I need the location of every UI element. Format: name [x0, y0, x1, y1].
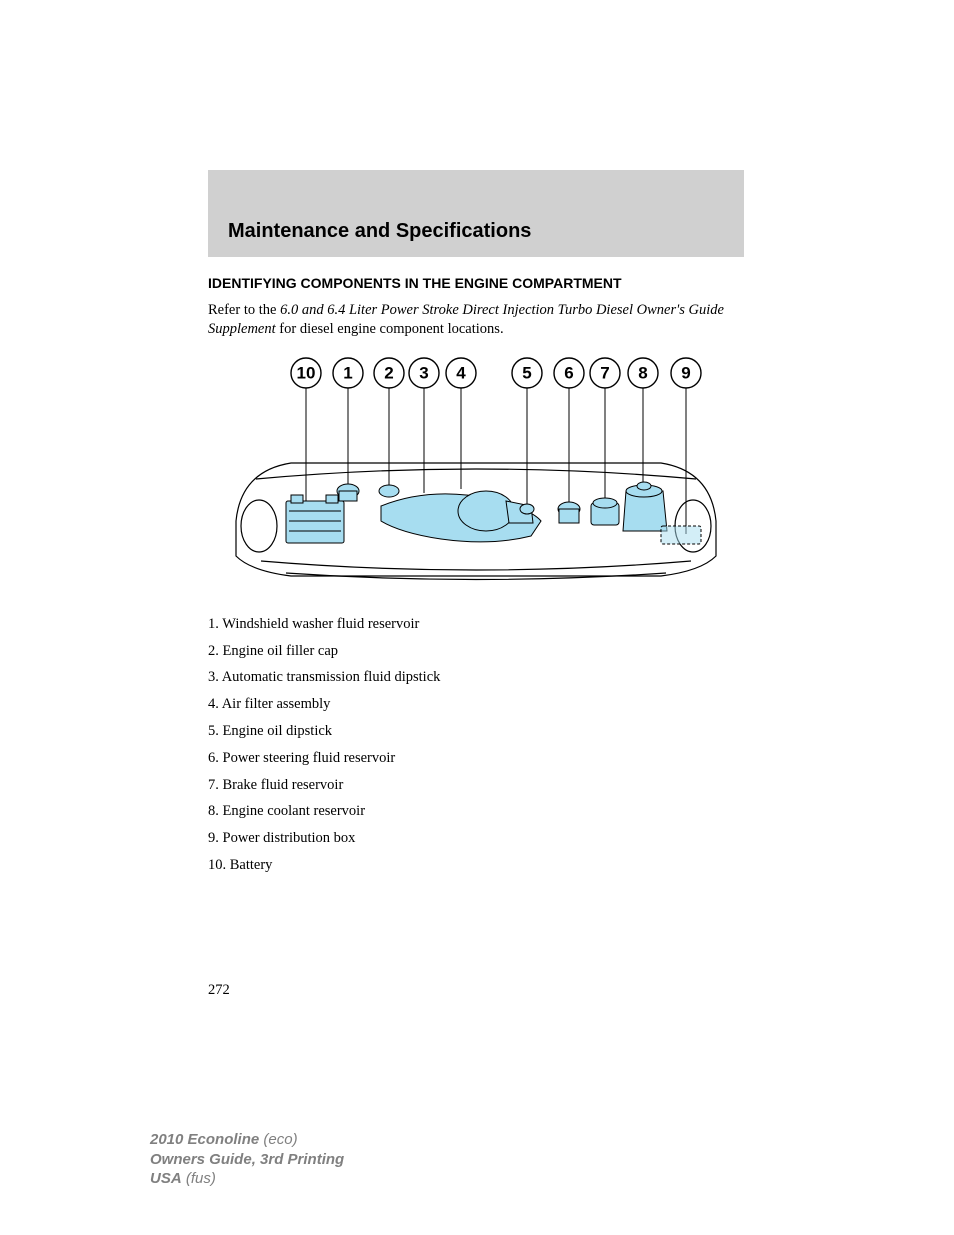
- svg-text:4: 4: [456, 363, 466, 382]
- footer-fus: (fus): [182, 1170, 216, 1187]
- component-item: 2. Engine oil filler cap: [208, 638, 744, 665]
- footer-block: 2010 Econoline (eco) Owners Guide, 3rd P…: [150, 1130, 344, 1189]
- svg-text:5: 5: [522, 363, 531, 382]
- component-item: 3. Automatic transmission fluid dipstick: [208, 664, 744, 691]
- section-subheading: IDENTIFYING COMPONENTS IN THE ENGINE COM…: [208, 275, 744, 291]
- chapter-header-band: Maintenance and Specifications: [208, 170, 744, 257]
- footer-eco: (eco): [259, 1131, 297, 1148]
- svg-text:2: 2: [384, 363, 393, 382]
- footer-line-3: USA (fus): [150, 1169, 344, 1189]
- footer-model: 2010 Econoline: [150, 1131, 259, 1148]
- component-item: 4. Air filter assembly: [208, 691, 744, 718]
- svg-text:3: 3: [419, 363, 428, 382]
- footer-region: USA: [150, 1170, 182, 1187]
- intro-paragraph: Refer to the 6.0 and 6.4 Liter Power Str…: [208, 301, 744, 339]
- component-item: 1. Windshield washer fluid reservoir: [208, 611, 744, 638]
- svg-text:10: 10: [297, 363, 316, 382]
- page-number: 272: [208, 982, 230, 999]
- footer-line-1: 2010 Econoline (eco): [150, 1130, 344, 1150]
- component-list: 1. Windshield washer fluid reservoir2. E…: [208, 611, 744, 879]
- svg-text:8: 8: [638, 363, 647, 382]
- page-content: Maintenance and Specifications IDENTIFYI…: [208, 170, 744, 879]
- footer-line-2: Owners Guide, 3rd Printing: [150, 1150, 344, 1170]
- component-item: 8. Engine coolant reservoir: [208, 798, 744, 825]
- component-item: 9. Power distribution box: [208, 825, 744, 852]
- engine-svg: 10 1 2 3 4 5 6 7 8 9: [231, 351, 721, 591]
- component-item: 5. Engine oil dipstick: [208, 718, 744, 745]
- chapter-title: Maintenance and Specifications: [228, 220, 724, 243]
- component-item: 7. Brake fluid reservoir: [208, 772, 744, 799]
- svg-text:9: 9: [681, 363, 690, 382]
- svg-text:1: 1: [343, 363, 352, 382]
- svg-text:7: 7: [600, 363, 609, 382]
- component-item: 10. Battery: [208, 852, 744, 879]
- svg-text:6: 6: [564, 363, 573, 382]
- intro-prefix: Refer to the: [208, 302, 280, 318]
- intro-suffix: for diesel engine component locations.: [276, 321, 504, 337]
- engine-diagram: 10 1 2 3 4 5 6 7 8 9: [231, 351, 721, 591]
- component-item: 6. Power steering fluid reservoir: [208, 745, 744, 772]
